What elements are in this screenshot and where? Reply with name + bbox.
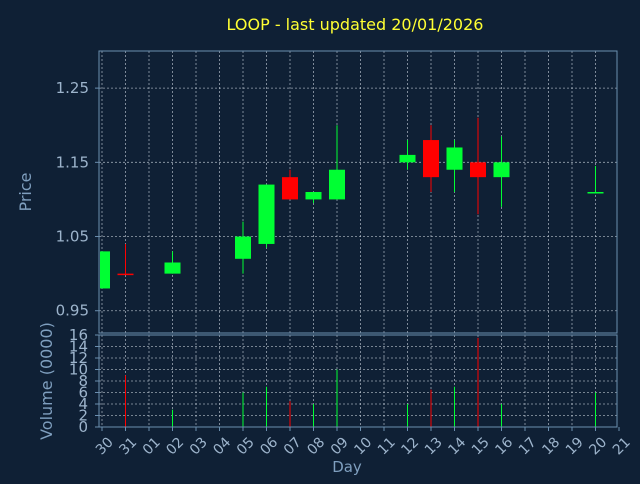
- y-axis-label: Price: [16, 172, 35, 211]
- candle-body-06: [258, 184, 275, 244]
- candle-body-09: [329, 169, 345, 200]
- price-tick-label: 0.95: [56, 302, 89, 320]
- volume-tick-label: 14: [69, 338, 88, 356]
- volume-tick-label: 16: [69, 326, 88, 344]
- price-tick-label: 1.05: [56, 228, 89, 246]
- volume-tick-label: 6: [78, 384, 88, 402]
- chart-title: LOOP - last updated 20/01/2026: [227, 15, 484, 34]
- volume-tick-label: 0: [78, 418, 88, 436]
- price-tick-label: 1.15: [56, 153, 89, 171]
- candle-body-08: [305, 192, 322, 200]
- candle-body-12: [399, 154, 416, 163]
- volume-axis-label: Volume (0000): [37, 322, 56, 440]
- candle-body-20: [587, 192, 604, 194]
- candle-body-30: [100, 251, 110, 289]
- candle-body-31: [117, 273, 134, 276]
- price-panel-frame: [98, 50, 618, 334]
- price-tick-label: 1.25: [56, 79, 89, 97]
- candle-body-02: [164, 262, 181, 274]
- x-axis-label: Day: [332, 458, 362, 476]
- volume-tick-label: 12: [69, 349, 88, 367]
- volume-tick-label: 10: [69, 361, 88, 379]
- candle-body-15: [470, 162, 486, 178]
- volume-tick-label: 4: [78, 395, 88, 413]
- volume-tick-label: 8: [78, 372, 88, 390]
- candle-body-05: [235, 236, 251, 259]
- volume-tick-label: 2: [78, 407, 88, 425]
- candle-body-16: [493, 162, 510, 178]
- candle-body-07: [282, 177, 298, 200]
- candle-body-13: [423, 140, 439, 178]
- candle-body-14: [446, 147, 463, 170]
